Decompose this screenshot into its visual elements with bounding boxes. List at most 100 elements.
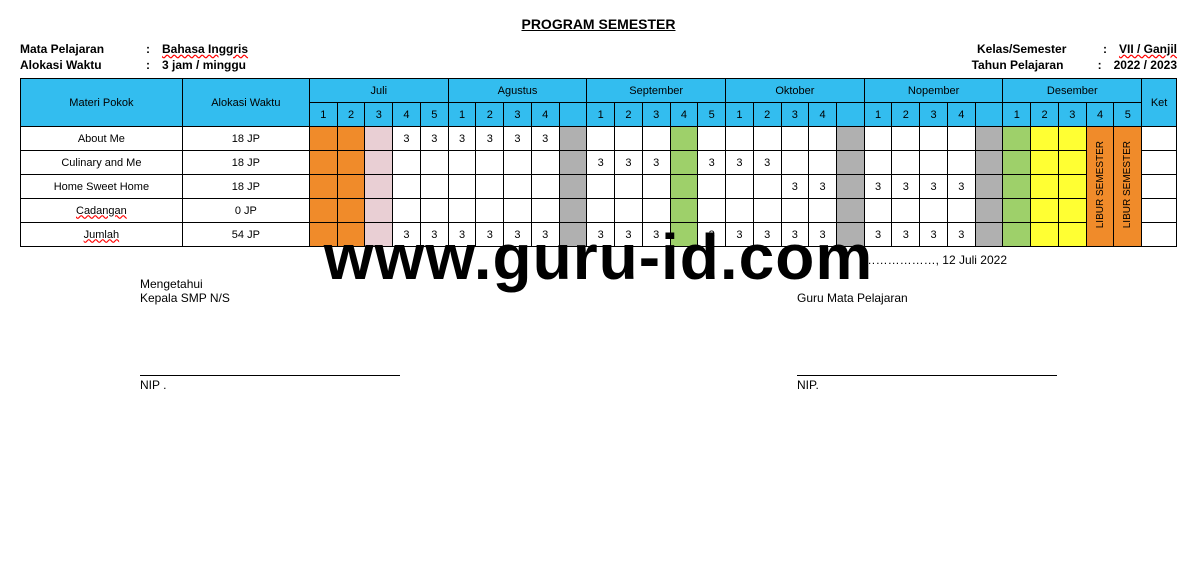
cell-alokasi: 0 JP [182, 199, 309, 223]
cell-week: 3 [615, 151, 643, 175]
cell-week [975, 151, 1003, 175]
cell-week: 3 [753, 223, 781, 247]
col-week: 5 [698, 103, 726, 127]
cell-week: 3 [781, 175, 809, 199]
col-week: 5 [1114, 103, 1142, 127]
cell-week: 3 [448, 223, 476, 247]
col-week: 4 [1086, 103, 1114, 127]
header-colon: : [146, 42, 156, 56]
cell-week [476, 199, 504, 223]
col-week: 2 [337, 103, 365, 127]
cell-week [726, 199, 754, 223]
col-materi: Materi Pokok [21, 79, 183, 127]
cell-week [892, 199, 920, 223]
header-value: Bahasa Inggris [162, 42, 248, 56]
cell-alokasi: 18 JP [182, 175, 309, 199]
col-week: 3 [642, 103, 670, 127]
footer-date: ………………, 12 Juli 2022 [20, 253, 1177, 267]
cell-week [753, 199, 781, 223]
cell-week: 3 [642, 151, 670, 175]
cell-week [864, 127, 892, 151]
cell-week [836, 127, 864, 151]
header-value: 3 jam / minggu [162, 58, 246, 72]
cell-week [947, 127, 975, 151]
cell-materi: Cadangan [21, 199, 183, 223]
col-week: 2 [892, 103, 920, 127]
col-week: 3 [504, 103, 532, 127]
cell-week [698, 127, 726, 151]
col-week: 4 [670, 103, 698, 127]
cell-week [393, 175, 421, 199]
cell-week [337, 223, 365, 247]
col-month: Nopember [864, 79, 1003, 103]
cell-week [1031, 175, 1059, 199]
col-week: 4 [393, 103, 421, 127]
cell-week [753, 127, 781, 151]
cell-week [1058, 127, 1086, 151]
cell-week [393, 199, 421, 223]
cell-week [420, 151, 448, 175]
cell-week [836, 223, 864, 247]
cell-week [920, 127, 948, 151]
cell-week: 3 [448, 127, 476, 151]
cell-week [781, 127, 809, 151]
col-week: 3 [365, 103, 393, 127]
cell-week: 3 [781, 223, 809, 247]
cell-week [947, 199, 975, 223]
cell-week [920, 199, 948, 223]
cell-week [365, 199, 393, 223]
col-week: 4 [531, 103, 559, 127]
cell-week [448, 151, 476, 175]
col-week: 4 [809, 103, 837, 127]
col-week: 3 [920, 103, 948, 127]
cell-week [698, 175, 726, 199]
cell-week [1031, 127, 1059, 151]
cell-week: 3 [892, 175, 920, 199]
cell-week [337, 175, 365, 199]
cell-week [309, 175, 337, 199]
col-week: 2 [476, 103, 504, 127]
cell-libur: LIBUR SEMESTER [1086, 127, 1114, 247]
cell-week [670, 127, 698, 151]
col-month: Juli [309, 79, 448, 103]
cell-week [559, 223, 587, 247]
col-week: 1 [726, 103, 754, 127]
cell-week: 3 [642, 223, 670, 247]
cell-week [975, 127, 1003, 151]
cell-week [393, 151, 421, 175]
col-week: 1 [448, 103, 476, 127]
cell-week [1031, 199, 1059, 223]
header-value: 2022 / 2023 [1114, 58, 1177, 72]
cell-materi: Home Sweet Home [21, 175, 183, 199]
col-month: Oktober [726, 79, 865, 103]
cell-week [365, 127, 393, 151]
cell-week [448, 199, 476, 223]
cell-week: 3 [504, 127, 532, 151]
header-value: VII / Ganjil [1119, 42, 1177, 56]
cell-week [309, 199, 337, 223]
cell-week [309, 151, 337, 175]
cell-week: 3 [698, 223, 726, 247]
cell-week: 3 [504, 223, 532, 247]
cell-week [1003, 175, 1031, 199]
cell-week: 3 [947, 223, 975, 247]
cell-week: 3 [587, 151, 615, 175]
col-ket: Ket [1142, 79, 1177, 127]
cell-week [365, 223, 393, 247]
cell-week [1003, 151, 1031, 175]
cell-week: 3 [393, 223, 421, 247]
cell-week [365, 151, 393, 175]
cell-week [670, 199, 698, 223]
sign-left: Mengetahui Kepala SMP N/S NIP . [140, 277, 400, 392]
cell-week [420, 199, 448, 223]
cell-week: 3 [476, 127, 504, 151]
col-week: 1 [864, 103, 892, 127]
cell-alokasi: 54 JP [182, 223, 309, 247]
cell-week [809, 151, 837, 175]
sign-right-nip: NIP. [797, 378, 1057, 392]
cell-week [642, 127, 670, 151]
cell-week [531, 199, 559, 223]
cell-week [1031, 223, 1059, 247]
cell-week: 3 [420, 223, 448, 247]
page-title: PROGRAM SEMESTER [20, 16, 1177, 32]
